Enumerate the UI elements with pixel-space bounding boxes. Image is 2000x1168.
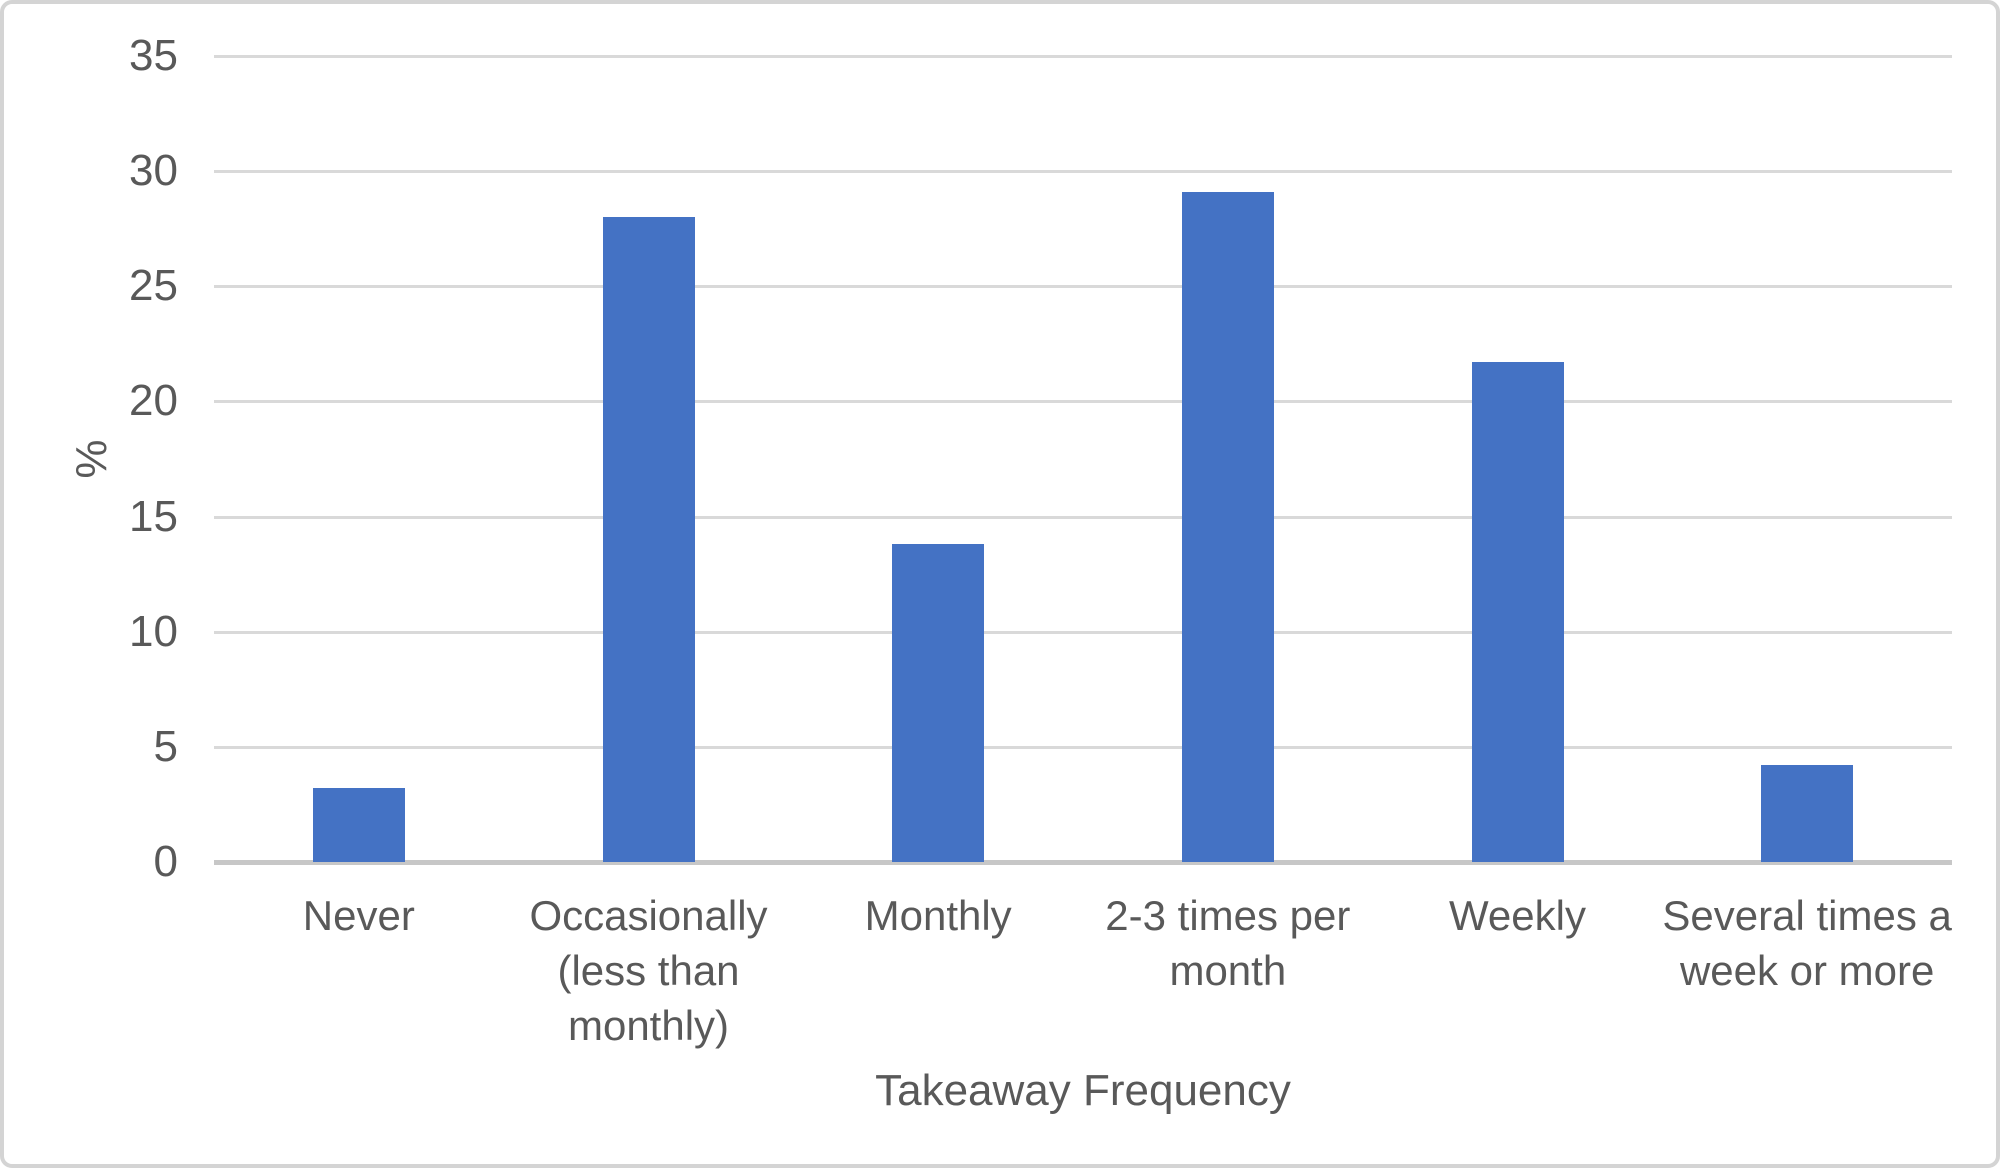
gridline-10 [214, 630, 1952, 634]
bar-several-times-a-week-or-more [1761, 765, 1854, 862]
x-tick-label-monthly: Monthly [864, 892, 1012, 939]
bar-never [312, 788, 405, 862]
gridline-15 [214, 515, 1952, 519]
y-tick-label-0: 0 [153, 837, 178, 886]
bar-weekly [1471, 362, 1564, 862]
y-tick-label-15: 15 [129, 491, 178, 541]
gridline-35 [214, 55, 1952, 58]
x-axis-title: Takeaway Frequency [875, 1066, 1291, 1115]
y-tick-label-35: 35 [129, 31, 178, 80]
x-axis-line [214, 860, 1952, 865]
bar-2-3-times-per-month [1181, 191, 1274, 862]
y-tick-label-10: 10 [129, 606, 178, 656]
gridline-30 [214, 170, 1952, 174]
y-tick-label-20: 20 [129, 376, 178, 426]
gridline-25 [214, 285, 1952, 289]
gridline-5 [214, 745, 1952, 749]
x-tick-label-2-3-times-per-month: 2-3 times per month [1105, 892, 1351, 994]
x-tick-label-never: Never [302, 892, 415, 939]
bar-occasionally-less-than-monthly [602, 217, 695, 862]
x-tick-label-several-times-a-week-or-more: Several times a week or more [1662, 892, 1952, 994]
x-tick-label-weekly: Weekly [1449, 892, 1586, 939]
x-tick-label-occasionally-less-than-monthly: Occasionally (less than monthly) [529, 892, 768, 1049]
bar-monthly [892, 544, 985, 862]
y-tick-label-25: 25 [129, 261, 178, 311]
gridline-20 [214, 400, 1952, 404]
y-axis-title-text: % [67, 439, 116, 479]
y-tick-label-5: 5 [153, 721, 178, 771]
y-tick-label-30: 30 [129, 146, 178, 196]
